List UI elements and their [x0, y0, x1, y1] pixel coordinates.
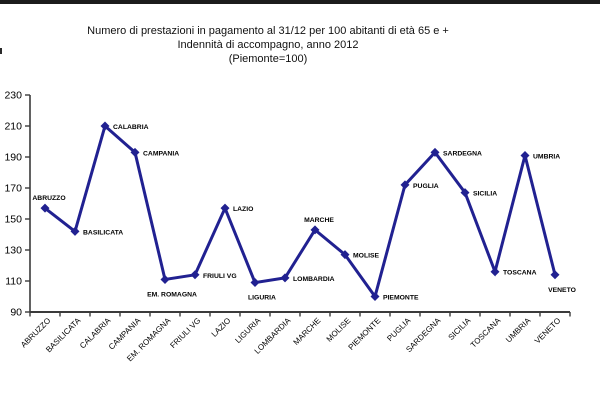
y-tick-label: 110 [5, 276, 22, 288]
data-point-marker [40, 203, 50, 213]
data-point-label: ABRUZZO [32, 195, 65, 202]
data-point-marker [430, 147, 440, 157]
data-point-label: SARDEGNA [443, 150, 482, 157]
data-point-marker [520, 150, 530, 160]
x-tick-label: PIEMONTE [347, 316, 383, 352]
x-tick-label: TOSCANA [469, 316, 503, 350]
data-point-marker [340, 250, 350, 260]
window-edge-bar [0, 0, 600, 4]
x-tick-label: UMBRIA [504, 316, 533, 345]
data-point-marker [100, 121, 110, 131]
x-tick-label: MOLISE [325, 316, 353, 344]
data-point-marker [550, 270, 560, 280]
data-point-label: MARCHE [304, 217, 334, 224]
x-tick-label: FRIULI VG [168, 316, 202, 350]
data-point-marker [190, 270, 200, 280]
data-point-marker [160, 274, 170, 284]
data-point-marker [280, 273, 290, 283]
data-point-label: CAMPANIA [143, 150, 179, 157]
y-tick-label: 170 [4, 183, 22, 195]
x-tick-label: SICILIA [447, 316, 473, 342]
data-point-label: LOMBARDIA [293, 276, 335, 283]
y-tick-label: 90 [10, 307, 22, 319]
y-tick-label: 130 [4, 245, 22, 257]
data-point-label: FRIULI VG [203, 273, 237, 280]
y-tick-label: 150 [4, 214, 22, 226]
data-point-marker [220, 203, 230, 213]
data-point-marker [460, 188, 470, 198]
data-point-label: PUGLIA [413, 183, 439, 190]
data-point-marker [310, 225, 320, 235]
data-point-marker [130, 147, 140, 157]
data-point-label: CALABRIA [113, 124, 149, 131]
x-tick-label: LIGURIA [233, 316, 262, 345]
data-point-label: BASILICATA [83, 229, 123, 236]
y-tick-label: 230 [4, 90, 22, 102]
screen-edge-artifact [0, 48, 2, 54]
data-point-label: SICILIA [473, 191, 497, 198]
data-point-label: TOSCANA [503, 270, 537, 277]
chart-title-line1: Numero di prestazioni in pagamento al 31… [87, 25, 449, 37]
data-point-marker [70, 226, 80, 236]
chart-title-line2: Indennità di accompagno, anno 2012 [177, 39, 359, 51]
x-tick-label: PUGLIA [385, 316, 413, 344]
y-tick-label: 190 [4, 152, 22, 164]
data-point-marker [400, 180, 410, 190]
data-point-label: LIGURIA [248, 295, 276, 302]
data-point-marker [250, 278, 260, 288]
data-point-label: MOLISE [353, 253, 380, 260]
data-point-marker [370, 292, 380, 301]
y-tick-label: 210 [4, 121, 22, 133]
data-point-label: UMBRIA [533, 153, 560, 160]
data-series-line [43, 123, 557, 300]
data-point-label: EM. ROMAGNA [147, 291, 197, 298]
data-point-marker [490, 267, 500, 277]
chart-title-line3: (Piemonte=100) [228, 53, 308, 65]
x-tick-label: VENETO [533, 316, 563, 346]
chart-title: Numero di prestazioni in pagamento al 31… [0, 24, 536, 66]
data-point-label: LAZIO [233, 206, 253, 213]
x-tick-label: MARCHE [292, 316, 323, 347]
data-point-label: VENETO [548, 287, 576, 294]
data-point-label: PIEMONTE [383, 295, 419, 302]
x-tick-label: LAZIO [210, 316, 233, 339]
